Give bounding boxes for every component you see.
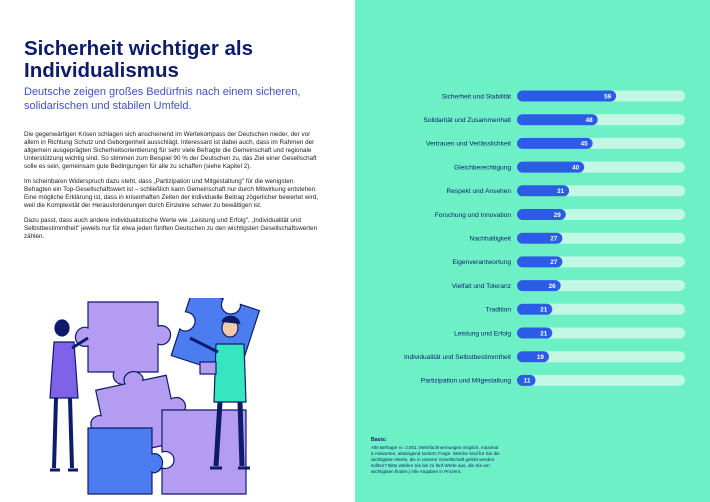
paragraph: Im scheinbaren Widerspruch dazu steht, d… (24, 177, 319, 210)
category-label: Vielfalt und Toleranz (452, 283, 511, 290)
right-panel: 59 Sicherheit und Stabilität 48 Solidarität… (355, 0, 710, 502)
category-label: Tradition (486, 307, 512, 314)
bar-value-label: 27 (550, 236, 558, 243)
category-label: Nachhaltigkeit (470, 236, 512, 243)
bar-value-label: 11 (524, 378, 531, 385)
category-label: Sicherheit und Stabilität (442, 93, 511, 100)
bar-value-label: 45 (581, 141, 589, 148)
puzzle-piece-bottom-left (87, 427, 164, 495)
bar (517, 256, 563, 268)
category-label: Respekt und Ansehen (446, 188, 511, 195)
bar (517, 232, 563, 244)
bar (517, 90, 617, 102)
paragraph: Dazu passt, dass auch andere individuali… (24, 216, 318, 241)
bar (517, 209, 566, 220)
category-label: Leistung und Erfolg (454, 330, 511, 337)
bar-value-label: 21 (540, 330, 548, 337)
body-text: Die gegenwärtigen Krisen schlagen sich a… (24, 131, 320, 248)
category-label: Partizipation und Mitgestaltung (421, 378, 512, 385)
puzzle-piece-bottom-right (161, 409, 247, 495)
person-left (49, 319, 89, 472)
bar (517, 327, 553, 339)
puzzle-illustration (49, 298, 261, 495)
bar-value-label: 27 (550, 259, 558, 266)
puzzle-piece-top-left (74, 301, 172, 386)
bar-track (517, 374, 685, 386)
values-bar-chart: 59 Sicherheit und Stabilität 48 Solidarität… (404, 90, 685, 386)
bar (517, 137, 593, 149)
bar (517, 280, 561, 292)
category-label: Forschung und Innovation (435, 212, 512, 219)
bar-track (517, 327, 685, 339)
basis-note: Basis: Alle Befragte n= 2.001; Mehrfachn… (371, 437, 501, 474)
paragraph: Die gegenwärtigen Krisen schlagen sich a… (24, 131, 317, 171)
page-subtitle: Deutsche zeigen großes Bedürfnis nach ei… (24, 86, 301, 112)
category-label: Eigenverantwortung (452, 259, 511, 266)
page-title: Sicherheit wichtiger als Individualismus (24, 37, 253, 82)
category-label: Solidarität und Zusammenhalt (423, 117, 511, 124)
bar-value-label: 48 (586, 117, 594, 124)
bar (517, 303, 553, 315)
bar-value-label: 31 (557, 188, 565, 195)
bar-value-label: 29 (554, 212, 562, 219)
bar (517, 374, 536, 386)
bar (517, 114, 598, 126)
bar-value-label: 40 (572, 164, 580, 171)
person-right (189, 315, 250, 470)
bar (517, 161, 585, 173)
bar (517, 185, 570, 197)
bar-track (517, 351, 685, 363)
bar-value-label: 59 (604, 93, 612, 100)
bar (517, 351, 549, 363)
bar-track (517, 303, 685, 315)
left-panel: Sicherheit wichtiger als Individualismus… (24, 37, 320, 495)
bar-value-label: 26 (549, 283, 557, 290)
basis-title: Basis: (371, 437, 387, 443)
category-label: Vertrauen und Verlässlichkeit (426, 141, 511, 148)
bar-value-label: 21 (540, 307, 548, 314)
basis-text: Alle Befragte n= 2.001; Mehrfachnennunge… (371, 444, 500, 474)
category-label: Individualität und Selbstbestimmtheit (404, 354, 511, 361)
category-label: Gleichberechtigung (454, 164, 511, 171)
bar-value-label: 19 (537, 354, 545, 361)
